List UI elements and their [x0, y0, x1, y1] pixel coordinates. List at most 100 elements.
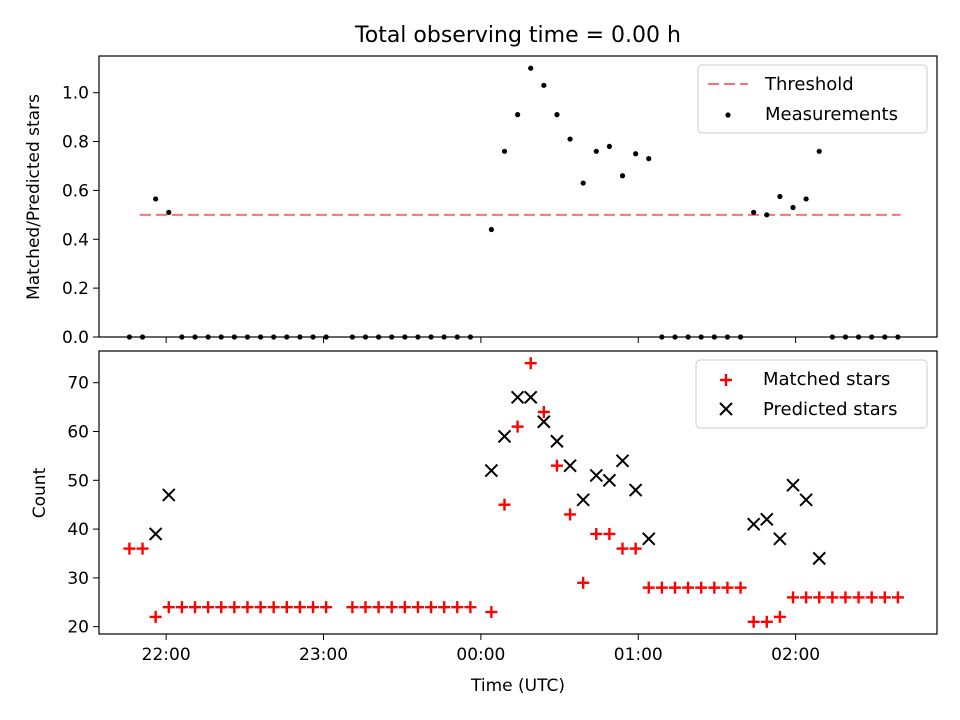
predicted-star-mark-b — [642, 532, 656, 546]
matched-star-point — [629, 542, 642, 555]
measurement-point — [349, 334, 355, 340]
matched-star-point — [280, 601, 293, 614]
matched-star-point — [760, 615, 773, 628]
measurement-point — [751, 209, 757, 215]
measurement-point — [895, 334, 901, 340]
legend-threshold-label: Threshold — [764, 74, 854, 95]
measurement-point — [606, 143, 613, 150]
measurement-point — [271, 334, 277, 340]
matched-star-point — [398, 601, 411, 614]
matched-star-point — [839, 591, 852, 604]
measurement-point — [764, 212, 770, 218]
predicted-star-point — [760, 512, 774, 527]
matched-star-point — [747, 615, 760, 628]
legend-measurements-swatch — [725, 112, 731, 118]
matched-star-point — [307, 601, 320, 614]
predicted-star-mark-b — [524, 390, 538, 405]
x-axis-label: Time (UTC) — [470, 676, 565, 696]
matched-star-point — [136, 542, 149, 555]
matched-star-point — [642, 581, 655, 594]
top-y-axis-label: Matched/Predicted stars — [24, 94, 44, 300]
predicted-star-mark-b — [628, 483, 643, 497]
matched-star-point — [188, 601, 201, 614]
matched-star-point — [577, 576, 590, 589]
measurement-point — [711, 334, 717, 340]
predicted-star-point — [524, 390, 538, 405]
matched-star-point — [438, 601, 451, 614]
matched-star-point — [123, 542, 136, 555]
bottom-y-axis-label: Count — [30, 467, 50, 518]
predicted-stars-points — [148, 390, 826, 566]
measurement-point — [205, 334, 211, 340]
predicted-star-point — [484, 463, 499, 478]
predicted-star-mark-b — [812, 551, 826, 566]
matched-star-point — [485, 606, 498, 619]
matched-star-point — [162, 601, 175, 614]
matched-star-point — [800, 591, 813, 604]
measurement-point — [528, 65, 534, 71]
matched-stars-points — [123, 357, 904, 628]
x-tick-label: 22:00 — [142, 645, 191, 665]
top-y-tick-label: 1.0 — [62, 84, 89, 104]
predicted-star-mark-b — [576, 493, 590, 507]
legend-predicted-label: Predicted stars — [763, 399, 897, 420]
matched-star-point — [175, 601, 188, 614]
measurement-point — [619, 173, 626, 179]
matched-star-point — [346, 601, 359, 614]
matched-star-point — [425, 601, 438, 614]
measurement-point — [790, 204, 796, 211]
predicted-star-point — [537, 415, 551, 429]
measurement-point — [218, 334, 224, 340]
measurement-point — [362, 334, 369, 340]
predicted-star-point — [602, 473, 617, 488]
predicted-star-point — [615, 454, 630, 468]
measurement-point — [166, 209, 172, 215]
bottom-y-tick-label: 20 — [67, 618, 89, 638]
matched-star-point — [359, 601, 372, 614]
bottom-y-tick-label: 50 — [67, 471, 89, 491]
measurement-point — [244, 334, 251, 340]
measurement-point — [389, 334, 395, 340]
matched-star-point — [564, 508, 577, 521]
measurement-point — [428, 334, 434, 340]
bottom-y-tick-label: 40 — [67, 520, 89, 540]
matched-star-point — [695, 581, 708, 594]
predicted-star-point — [162, 488, 176, 502]
measurement-point — [580, 180, 586, 186]
matched-star-point — [215, 601, 228, 614]
measurement-point — [179, 334, 185, 340]
measurement-point — [501, 148, 508, 154]
measurement-point — [633, 151, 639, 157]
top-y-tick-label: 0.0 — [62, 328, 89, 348]
x-tick-label: 02:00 — [771, 645, 820, 665]
matched-star-point — [320, 601, 333, 614]
top-y-axis: 0.0 0.2 0.4 0.6 0.8 1.0 — [62, 84, 99, 348]
bottom-panel: 20 30 40 50 60 70 22:00 23:00 00:00 01:00 02:00 C… — [30, 350, 938, 696]
predicted-star-mark-b — [162, 488, 176, 502]
measurement-point — [441, 334, 447, 340]
bottom-y-tick-label: 70 — [67, 374, 89, 394]
predicted-star-mark-b — [563, 458, 577, 473]
measurement-point — [842, 334, 849, 340]
measurement-point — [323, 334, 329, 340]
measurement-point — [724, 334, 731, 340]
bottom-y-axis: 20 30 40 50 60 70 — [67, 374, 99, 638]
matched-star-point — [537, 405, 550, 418]
predicted-star-mark-b — [760, 512, 774, 527]
measurement-point — [698, 334, 704, 340]
x-tick-label: 23:00 — [299, 645, 348, 665]
predicted-star-mark-b — [786, 478, 800, 492]
measurement-point — [375, 334, 382, 340]
top-legend: Threshold Measurements — [697, 64, 928, 134]
measurement-point — [310, 334, 316, 340]
predicted-star-mark-b — [773, 532, 787, 546]
legend-measurements-label: Measurements — [765, 104, 898, 125]
measurement-point — [297, 334, 303, 340]
measurement-point — [855, 334, 862, 340]
predicted-star-point — [497, 429, 512, 444]
matched-star-point — [668, 581, 681, 594]
predicted-star-point — [812, 551, 826, 566]
measurement-point — [467, 334, 473, 340]
measurement-point — [803, 196, 809, 202]
